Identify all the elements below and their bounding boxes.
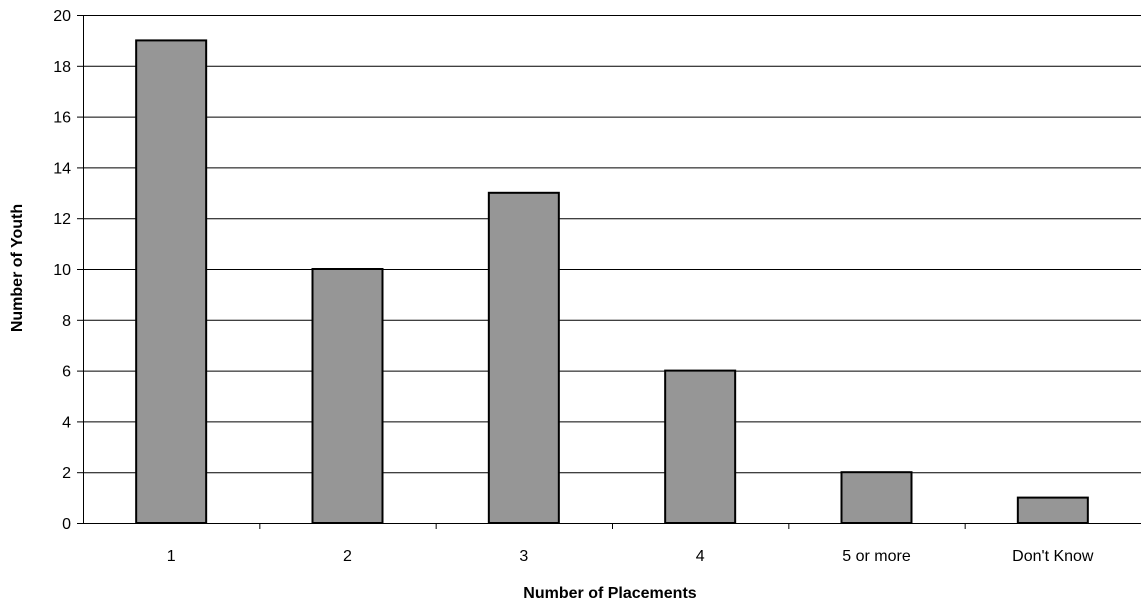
gridlines: [83, 15, 1141, 474]
x-tick-label: 3: [519, 548, 528, 565]
axes: [77, 15, 1141, 529]
y-tick-label: 0: [62, 516, 71, 533]
y-tick-labels: 0 2 4 6 8 10 12 14 16 18 20: [53, 8, 71, 533]
bars: [135, 39, 1089, 525]
y-tick-label: 14: [53, 160, 71, 177]
y-tick-label: 20: [53, 8, 71, 25]
x-tick-label: 4: [696, 548, 705, 565]
x-tick-label: 2: [343, 548, 352, 565]
bar: [1016, 496, 1089, 525]
x-tick-label: 5 or more: [842, 548, 911, 565]
x-tick-label: Don't Know: [1012, 548, 1094, 565]
bar: [840, 471, 913, 525]
y-tick-label: 16: [53, 110, 71, 127]
y-tick-label: 10: [53, 262, 71, 279]
bar: [135, 39, 208, 525]
bar: [311, 268, 384, 524]
y-tick-label: 4: [62, 414, 71, 431]
y-tick-label: 12: [53, 211, 71, 228]
y-tick-label: 6: [62, 364, 71, 381]
x-tick-label: 1: [167, 548, 176, 565]
y-tick-label: 2: [62, 465, 71, 482]
bar: [664, 369, 737, 524]
y-axis-title: Number of Youth: [9, 204, 26, 332]
y-tick-label: 18: [53, 59, 71, 76]
bar: [487, 191, 560, 525]
x-tick-labels: 1 2 3 4 5 or more Don't Know: [167, 548, 1094, 565]
x-axis-title: Number of Placements: [523, 585, 696, 602]
y-tick-label: 8: [62, 313, 71, 330]
